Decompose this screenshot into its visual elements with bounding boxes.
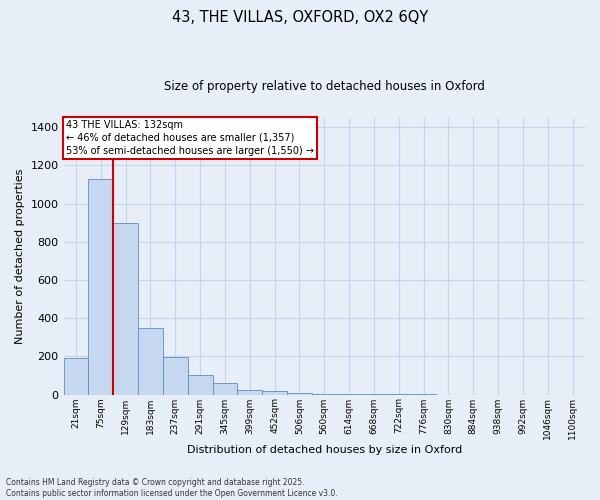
Bar [113,223,138,394]
Bar [262,392,287,394]
Text: 43 THE VILLAS: 132sqm
← 46% of detached houses are smaller (1,357)
53% of semi-d: 43 THE VILLAS: 132sqm ← 46% of detached … [66,120,314,156]
Bar [238,390,262,394]
Bar [287,392,312,394]
Bar [64,358,88,395]
Bar [163,357,188,395]
Bar [212,382,238,394]
Text: Contains HM Land Registry data © Crown copyright and database right 2025.
Contai: Contains HM Land Registry data © Crown c… [6,478,338,498]
Bar [88,179,113,394]
Title: Size of property relative to detached houses in Oxford: Size of property relative to detached ho… [164,80,485,93]
Text: 43, THE VILLAS, OXFORD, OX2 6QY: 43, THE VILLAS, OXFORD, OX2 6QY [172,10,428,25]
X-axis label: Distribution of detached houses by size in Oxford: Distribution of detached houses by size … [187,445,462,455]
Bar [138,328,163,394]
Y-axis label: Number of detached properties: Number of detached properties [15,168,25,344]
Bar [188,376,212,394]
